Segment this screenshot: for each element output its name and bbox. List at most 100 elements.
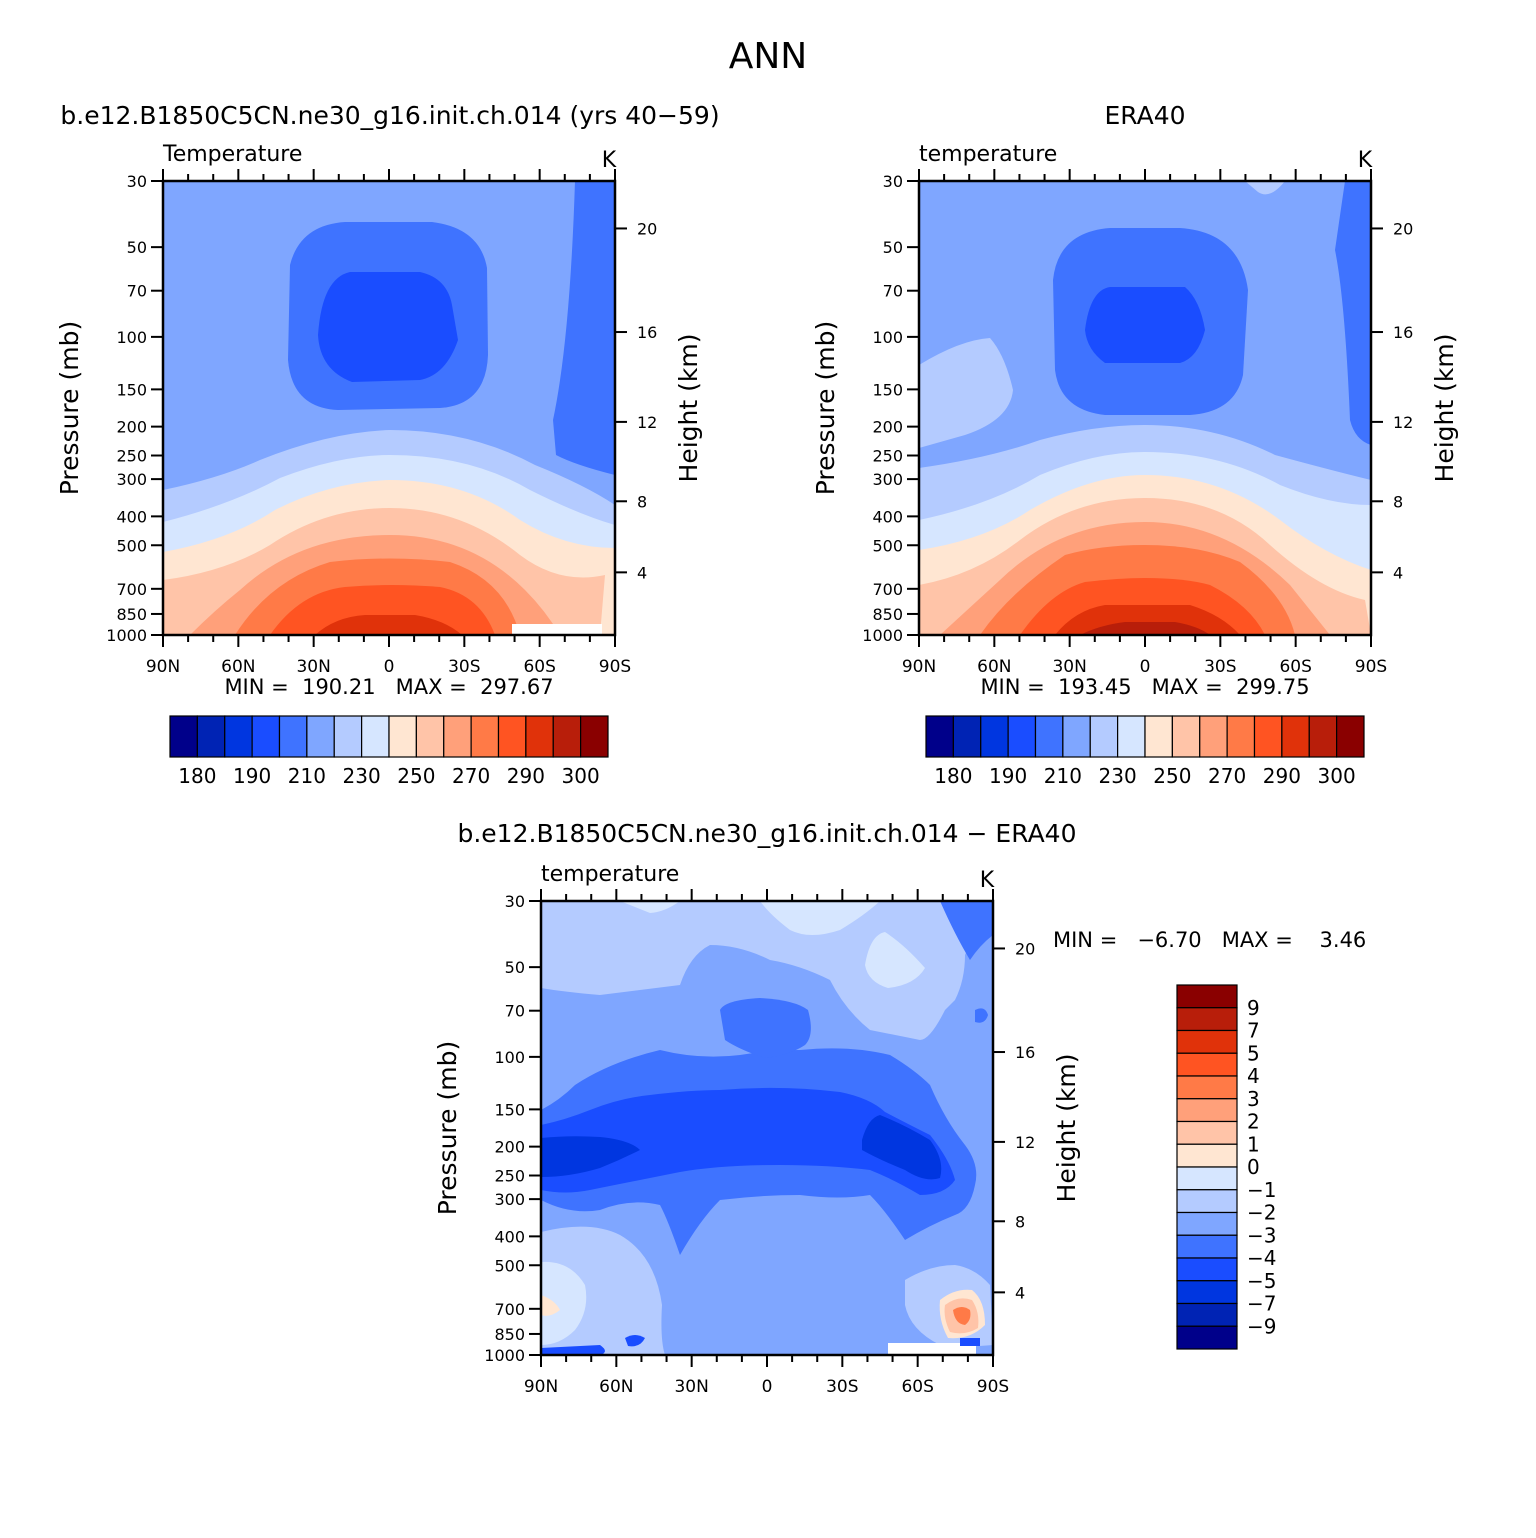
y-tick-label: 1000 — [862, 626, 903, 645]
variable-label: temperature — [919, 142, 1057, 167]
contour-field — [541, 901, 993, 1355]
colorbar-label: 290 — [1263, 764, 1301, 788]
colorbar-swatch — [1253, 715, 1283, 758]
contour-band — [1080, 622, 1210, 635]
y-axis-right: 4 8 12 16 20 — [615, 219, 657, 582]
colorbar-swatch — [1308, 715, 1338, 758]
y-axis-left: 30 50 70 100 150 200 250 300 400 500 700 850 1000 — [106, 172, 163, 645]
colorbar-label: 250 — [1153, 764, 1191, 788]
colorbar-label: 0 — [1247, 1155, 1260, 1179]
x-tick-label: 0 — [762, 1377, 773, 1397]
y-tick-label: 100 — [116, 328, 147, 347]
colorbar-swatch — [443, 715, 472, 758]
y-axis-right: 4 8 12 16 20 — [993, 939, 1035, 1302]
contour-band — [865, 932, 925, 988]
x-tick-label: 60S — [1279, 657, 1311, 677]
colorbar-label: 7 — [1247, 1019, 1260, 1043]
y-tick-label: 400 — [494, 1227, 525, 1246]
missing-data-patch — [888, 1343, 976, 1355]
colorbar-label: 210 — [288, 764, 326, 788]
x-tick-label: 60S — [901, 1377, 933, 1397]
y-tick-label: 250 — [116, 447, 147, 466]
x-tick-label: 60N — [221, 657, 255, 677]
colorbar-swatch — [470, 715, 500, 758]
contour-band — [541, 1136, 640, 1177]
units-label: K — [602, 148, 617, 173]
x-tick-label: 30S — [448, 657, 480, 677]
colorbar-label: 180 — [178, 764, 216, 788]
colorbar-swatch — [251, 715, 281, 758]
colorbar-swatch — [278, 715, 308, 758]
x-tick-label: 0 — [1140, 657, 1151, 677]
y-axis-label: Pressure (mb) — [433, 1041, 462, 1215]
min-max-label: MIN = −6.70 MAX = 3.46 — [1053, 928, 1366, 952]
colorbar-swatch — [333, 715, 363, 758]
colorbar-label: 190 — [233, 764, 271, 788]
x-tick-label: 0 — [384, 657, 395, 677]
y-right-tick-label: 4 — [1393, 563, 1403, 582]
x-tick-label: 30N — [674, 1377, 708, 1397]
colorbar-label: 270 — [1208, 764, 1246, 788]
y-right-tick-label: 8 — [637, 492, 647, 511]
panel-title: b.e12.B1850C5CN.ne30_g16.init.ch.014 (yr… — [60, 101, 719, 130]
y-right-tick-label: 8 — [1015, 1212, 1025, 1231]
colorbar-swatch — [1176, 1029, 1238, 1054]
y-axis-right-label: Height (km) — [674, 334, 703, 483]
y-tick-label: 150 — [494, 1100, 525, 1119]
colorbar-swatch — [1226, 715, 1256, 758]
y-axis-left: 30 50 70 100 150 200 250 300 400 500 700 850 1000 — [862, 172, 919, 645]
y-tick-label: 200 — [872, 418, 903, 437]
colorbar-swatch — [1117, 715, 1146, 758]
y-tick-label: 850 — [494, 1325, 525, 1344]
colorbar-label: −2 — [1247, 1201, 1276, 1225]
x-tick-label: 30S — [826, 1377, 858, 1397]
y-tick-label: 700 — [872, 580, 903, 599]
contour-band — [960, 1338, 980, 1346]
x-tick-label: 90N — [902, 657, 936, 677]
colorbar-swatch — [1144, 715, 1173, 758]
colorbar-swatch — [1176, 1075, 1238, 1100]
y-right-tick-label: 4 — [637, 563, 647, 582]
y-right-tick-label: 20 — [1015, 939, 1035, 958]
y-right-tick-label: 8 — [1393, 492, 1403, 511]
colorbar-swatch — [1336, 715, 1365, 758]
y-right-tick-label: 16 — [637, 323, 657, 342]
y-right-tick-label: 12 — [637, 413, 657, 432]
y-right-tick-label: 12 — [1393, 413, 1413, 432]
y-tick-label: 700 — [116, 580, 147, 599]
contour-band — [541, 1345, 605, 1355]
colorbar-swatch — [980, 715, 1009, 758]
y-tick-label: 850 — [872, 605, 903, 624]
contour-band — [318, 272, 458, 382]
variable-label: Temperature — [162, 142, 302, 167]
contour-band — [553, 181, 615, 475]
y-axis-left: 30 50 70 100 150 200 250 300 400 500 700 850 1000 — [484, 892, 541, 1365]
colorbar-label: 9 — [1247, 996, 1260, 1020]
contour-band — [541, 1295, 560, 1316]
colorbar-swatch — [388, 715, 417, 758]
y-axis-right-label: Height (km) — [1052, 1054, 1081, 1203]
y-tick-label: 1000 — [484, 1346, 525, 1365]
y-tick-label: 500 — [494, 1256, 525, 1275]
y-tick-label: 70 — [127, 282, 147, 301]
colorbar-label: 4 — [1247, 1064, 1260, 1088]
contour-band — [620, 901, 680, 913]
colorbar-swatch — [552, 715, 582, 758]
panel-difference: b.e12.B1850C5CN.ne30_g16.init.ch.014 − E… — [433, 819, 1366, 1397]
contour-band — [720, 998, 811, 1058]
colorbar-swatch — [224, 715, 253, 758]
panel-observation: ERA40 temperature K 30507010015020025030… — [811, 101, 1459, 788]
colorbar-label: 5 — [1247, 1041, 1260, 1065]
y-axis-label: Pressure (mb) — [55, 321, 84, 495]
colorbar-swatch — [1176, 984, 1238, 1009]
variable-label: temperature — [541, 862, 679, 887]
y-tick-label: 400 — [116, 507, 147, 526]
y-tick-label: 1000 — [106, 626, 147, 645]
min-max-label: MIN = 193.45 MAX = 299.75 — [980, 675, 1309, 699]
colorbar-swatch — [1176, 1052, 1238, 1077]
contour-band — [953, 1307, 971, 1325]
colorbar-label: 300 — [562, 764, 600, 788]
units-label: K — [980, 868, 995, 893]
colorbar-swatch — [497, 715, 527, 758]
